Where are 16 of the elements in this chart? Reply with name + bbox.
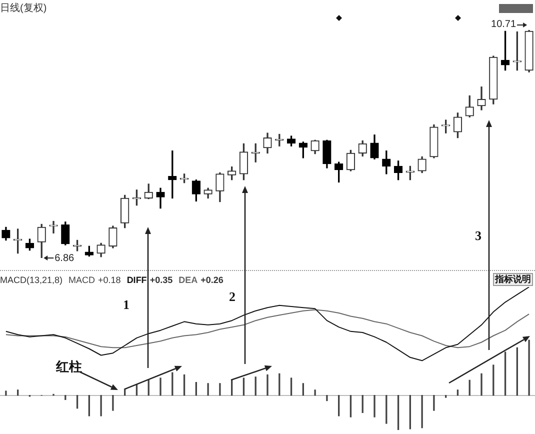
text: DIFF bbox=[126, 275, 147, 285]
text: +0.26 bbox=[200, 275, 224, 285]
text: MACD bbox=[68, 275, 96, 285]
candlestick bbox=[49, 220, 58, 234]
annotation: 1 bbox=[123, 297, 130, 313]
text: DEA bbox=[178, 275, 198, 285]
text: +0.35 bbox=[150, 275, 173, 285]
annotation: 6.86 bbox=[54, 252, 75, 264]
annotation: 10.71 bbox=[491, 18, 516, 30]
annotation: 红柱 bbox=[56, 358, 82, 376]
chart-title: MACD(13,21,8) bbox=[0, 275, 63, 285]
text: 指标说明 bbox=[493, 273, 533, 286]
annotation: 3 bbox=[475, 228, 482, 244]
annotation: 2 bbox=[229, 289, 236, 305]
chart-title: 日线(复权) bbox=[0, 3, 47, 14]
text: +0.18 bbox=[98, 275, 121, 285]
